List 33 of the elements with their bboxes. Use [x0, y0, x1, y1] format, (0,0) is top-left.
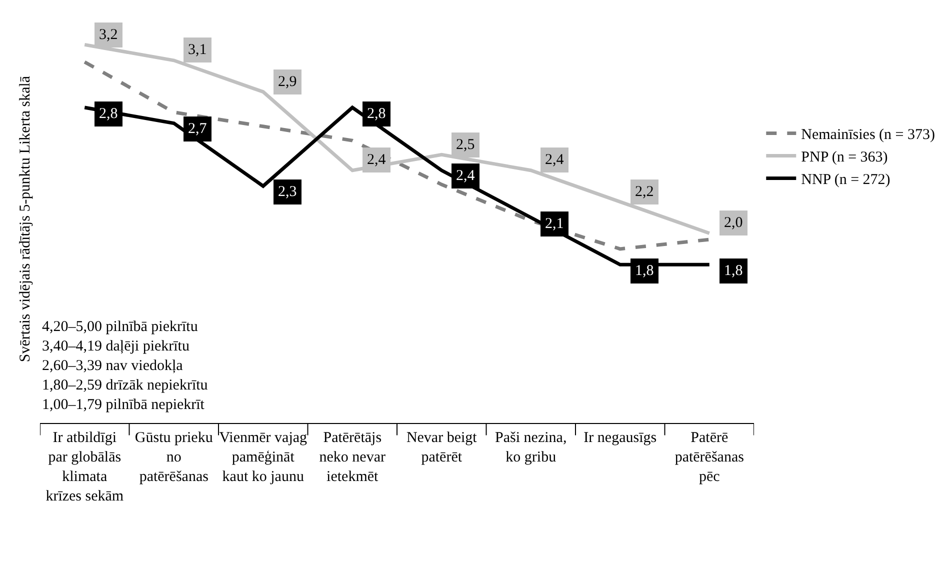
- data-label: 2,1: [545, 216, 564, 232]
- text: 2,60–3,39 nav viedokļa: [42, 358, 184, 374]
- data-label: 2,8: [367, 106, 386, 122]
- y-axis-title: Svērtais vidējais rādītājs 5-punktu Likerta skalā: [17, 76, 34, 362]
- x-tick-label: Patērētājs neko nevar ietekmēt: [319, 430, 386, 485]
- data-label: 2,4: [367, 152, 386, 168]
- data-label: 2,5: [456, 137, 475, 153]
- x-tick-label: Patērē patērēšanas pēc: [674, 430, 744, 485]
- legend-label: Nemainīsies (n = 373): [801, 127, 935, 144]
- text: 1,00–1,79 pilnībā nepiekrīt: [42, 397, 206, 413]
- data-label: 2,2: [635, 184, 654, 200]
- data-label: 1,8: [724, 263, 743, 279]
- x-tick-label: Vienmēr vajag pamēģināt kaut ko jaunu: [219, 430, 308, 485]
- text: 1,80–2,59 drīzāk nepiekrītu: [42, 378, 208, 394]
- data-label: 2,0: [724, 215, 743, 231]
- legend-label: NNP (n = 272): [801, 172, 890, 188]
- x-tick-label: Paši nezina, ko gribu: [495, 430, 567, 466]
- data-label: 2,4: [456, 168, 476, 184]
- x-tick-label: Gūstu prieku no patērēšanas: [134, 430, 214, 485]
- text: 3,40–4,19 daļēji piekrītu: [42, 338, 190, 354]
- x-tick-label: Ir negausīgs: [584, 430, 657, 446]
- data-label: 3,1: [188, 42, 207, 58]
- data-label: 3,2: [99, 27, 118, 43]
- x-tick-label: Ir atbildīgi par globālās klimata krīzes sekām: [46, 430, 124, 504]
- data-label: 2,9: [278, 74, 297, 90]
- text: 4,20–5,00 pilnībā piekrītu: [42, 319, 198, 335]
- x-tick-label: Nevar beigt patērēt: [406, 430, 478, 466]
- data-label: 2,7: [188, 121, 208, 137]
- data-label: 2,8: [99, 106, 118, 122]
- data-label: 2,4: [545, 152, 564, 168]
- data-label: 2,3: [278, 184, 297, 200]
- legend-label: PNP (n = 363): [801, 150, 888, 166]
- data-label: 1,8: [635, 263, 654, 279]
